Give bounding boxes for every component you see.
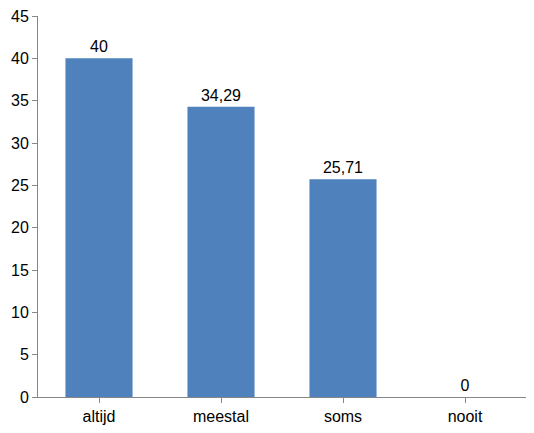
svg-text:40: 40: [90, 38, 108, 55]
svg-text:soms: soms: [324, 408, 362, 425]
svg-text:40: 40: [11, 50, 29, 67]
svg-text:altijd: altijd: [83, 408, 116, 425]
svg-text:0: 0: [20, 389, 29, 406]
svg-text:30: 30: [11, 135, 29, 152]
svg-text:35: 35: [11, 92, 29, 109]
svg-text:25: 25: [11, 177, 29, 194]
svg-text:25,71: 25,71: [323, 159, 363, 176]
svg-text:0: 0: [461, 377, 470, 394]
svg-text:10: 10: [11, 304, 29, 321]
svg-text:meestal: meestal: [193, 408, 249, 425]
svg-text:5: 5: [20, 346, 29, 363]
svg-text:nooit: nooit: [448, 408, 483, 425]
svg-text:45: 45: [11, 8, 29, 25]
svg-text:20: 20: [11, 219, 29, 236]
svg-text:15: 15: [11, 262, 29, 279]
svg-text:34,29: 34,29: [201, 87, 241, 104]
